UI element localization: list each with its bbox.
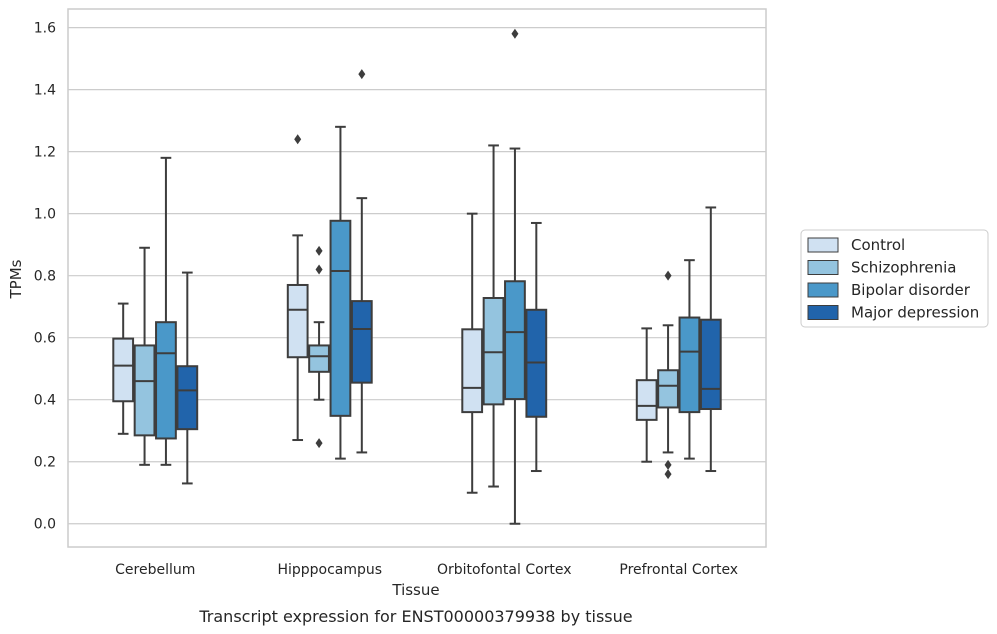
y-tick-label: 1.2: [34, 145, 56, 161]
box-schizophrenia: [482, 144, 505, 488]
outlier-point: [294, 134, 302, 145]
x-tick-label: Prefrontal Cortex: [619, 562, 738, 578]
y-tick-label: 1.0: [34, 207, 56, 223]
x-tick-label: Orbitofontal Cortex: [437, 562, 572, 578]
box-body: [350, 300, 373, 384]
box-control: [635, 327, 658, 463]
box-bipolar-disorder: [155, 156, 177, 466]
y-tick-label: 0.0: [34, 517, 56, 533]
outlier-point: [315, 245, 323, 256]
box-body: [678, 316, 701, 414]
box-body: [504, 280, 526, 401]
legend: Control Schizophrenia Bipolar disorder Majo…: [800, 229, 989, 328]
box-major-depression: [176, 271, 199, 485]
chart-caption: Transcript expression for ENST0000037993…: [198, 607, 632, 626]
box-schizophrenia: [133, 246, 156, 466]
box-bipolar-disorder: [329, 125, 352, 460]
legend-swatch: [807, 305, 839, 320]
legend-label: Schizophrenia: [851, 259, 956, 277]
outlier-point: [315, 264, 323, 275]
outlier-point: [664, 469, 672, 480]
box-control: [112, 302, 135, 435]
legend-swatch: [807, 260, 839, 275]
x-tick-label: Cerebellum: [115, 562, 195, 578]
y-tick-label: 1.6: [34, 21, 56, 37]
box-body: [286, 283, 309, 359]
box-schizophrenia: [308, 245, 330, 449]
box-body: [461, 328, 484, 414]
outlier-point: [664, 270, 672, 281]
outlier-point: [358, 69, 366, 80]
y-tick-label: 0.2: [34, 455, 56, 471]
y-axis-label: TPMs: [7, 259, 25, 299]
box-major-depression: [350, 69, 373, 454]
outlier-point: [511, 28, 519, 39]
box-major-depression: [525, 221, 548, 473]
legend-label: Bipolar disorder: [851, 281, 971, 299]
legend-swatch: [807, 282, 839, 298]
box-body: [112, 337, 135, 403]
y-axis-ticks: 0.0 0.2 0.4 0.6 0.8 1.0 1.2 1.4 1.6: [34, 21, 56, 533]
box-body: [482, 297, 505, 406]
box-body: [657, 369, 679, 409]
box-body: [155, 321, 177, 440]
box-control: [286, 134, 309, 442]
legend-label: Control: [851, 236, 905, 254]
box-body: [308, 344, 330, 373]
legend-frame: [800, 229, 989, 328]
box-body: [635, 379, 658, 421]
box-bipolar-disorder: [504, 28, 526, 525]
box-bipolar-disorder: [678, 259, 701, 460]
y-tick-label: 0.4: [34, 393, 56, 409]
box-body: [329, 219, 352, 417]
y-tick-label: 1.4: [34, 83, 56, 99]
box-major-depression: [699, 206, 722, 473]
x-axis-ticks: Cerebellum Hipppocampus Orbitofontal Corte…: [115, 562, 738, 578]
box-plot-area: [112, 28, 722, 525]
box-body: [699, 318, 722, 411]
outlier-point: [315, 438, 323, 449]
x-axis-label: Tissue: [391, 581, 439, 599]
legend-label: Major depression: [851, 304, 979, 322]
y-tick-label: 0.6: [34, 331, 56, 347]
box-body: [133, 344, 156, 437]
grid-lines: [68, 27, 766, 525]
x-tick-label: Hipppocampus: [277, 562, 382, 578]
legend-swatch: [807, 237, 839, 253]
box-body: [176, 365, 199, 431]
plot-frame: [67, 8, 767, 548]
box-control: [461, 212, 484, 494]
outlier-point: [664, 459, 672, 470]
box-schizophrenia: [657, 270, 679, 480]
y-tick-label: 0.8: [34, 269, 56, 285]
